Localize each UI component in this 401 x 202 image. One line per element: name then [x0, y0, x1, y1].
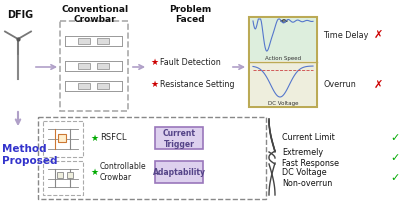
Text: DC Voltage
Non-overrun: DC Voltage Non-overrun: [282, 167, 332, 187]
Polygon shape: [78, 39, 90, 45]
Text: Overrun: Overrun: [323, 80, 356, 89]
Polygon shape: [78, 64, 90, 70]
Text: Action Speed: Action Speed: [265, 56, 301, 61]
Polygon shape: [250, 19, 316, 62]
Text: ✓: ✓: [390, 172, 399, 182]
Text: ✗: ✗: [374, 80, 383, 89]
Text: Extremely
Fast Response: Extremely Fast Response: [282, 148, 339, 167]
Text: Fault Detection: Fault Detection: [160, 58, 221, 67]
Polygon shape: [97, 64, 109, 70]
Polygon shape: [97, 84, 109, 89]
Text: ★: ★: [150, 58, 158, 67]
Text: DFIG: DFIG: [7, 10, 33, 20]
Text: Controllable
Crowbar: Controllable Crowbar: [100, 162, 147, 181]
Text: Method
Proposed: Method Proposed: [2, 143, 57, 165]
Text: Time Delay: Time Delay: [323, 30, 369, 39]
Polygon shape: [67, 172, 73, 178]
Text: ★: ★: [90, 167, 98, 176]
Text: Current
Trigger: Current Trigger: [162, 129, 196, 148]
Polygon shape: [155, 127, 203, 149]
Text: Resistance Setting: Resistance Setting: [160, 80, 235, 88]
Text: Conventional
Crowbar: Conventional Crowbar: [61, 5, 129, 24]
Polygon shape: [57, 172, 63, 178]
Text: ★: ★: [150, 80, 158, 88]
Text: RSFCL: RSFCL: [100, 133, 126, 142]
Polygon shape: [250, 64, 316, 106]
Text: ✓: ✓: [390, 132, 399, 142]
Polygon shape: [58, 134, 66, 142]
Text: Problem
Faced: Problem Faced: [169, 5, 211, 24]
Text: Adaptability: Adaptability: [152, 168, 205, 177]
Text: ★: ★: [90, 133, 98, 142]
Polygon shape: [97, 39, 109, 45]
Text: DC Voltage: DC Voltage: [268, 101, 298, 105]
Polygon shape: [249, 18, 317, 107]
Text: ✓: ✓: [390, 152, 399, 162]
Text: ✗: ✗: [374, 30, 383, 40]
Polygon shape: [155, 161, 203, 183]
Text: Current Limit: Current Limit: [282, 133, 335, 142]
Polygon shape: [78, 84, 90, 89]
